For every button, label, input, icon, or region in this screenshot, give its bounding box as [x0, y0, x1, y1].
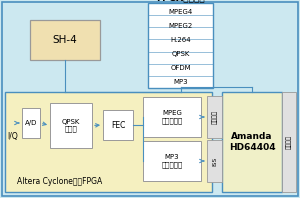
Text: QPSK
解码器: QPSK 解码器 — [62, 119, 80, 132]
Bar — [30, 20, 100, 60]
Bar — [148, 3, 213, 88]
Text: SH-4: SH-4 — [52, 35, 77, 45]
Text: QPSK: QPSK — [171, 51, 190, 57]
Text: FEC: FEC — [111, 121, 125, 129]
Bar — [103, 110, 133, 140]
Bar — [5, 92, 212, 192]
Text: FPGA助处理器: FPGA助处理器 — [156, 0, 205, 3]
Bar — [207, 140, 222, 182]
Bar — [143, 97, 201, 137]
Bar — [143, 141, 201, 181]
Text: Amanda
HD64404: Amanda HD64404 — [229, 132, 275, 152]
Text: OFDM: OFDM — [170, 65, 191, 71]
Text: MPEG4: MPEG4 — [168, 9, 193, 14]
Text: H.264: H.264 — [170, 37, 191, 43]
Text: MPEG
视频解码器: MPEG 视频解码器 — [161, 110, 183, 124]
Text: MP3
音频解码器: MP3 音频解码器 — [161, 154, 183, 168]
Bar — [282, 92, 296, 192]
Text: ISS: ISS — [212, 156, 217, 166]
Bar — [222, 92, 282, 192]
Text: 天线接口: 天线接口 — [212, 110, 217, 124]
Text: MP3: MP3 — [173, 79, 188, 85]
Bar — [207, 96, 222, 138]
Text: I/Q: I/Q — [8, 132, 18, 142]
Text: Altera Cyclone系列FPGA: Altera Cyclone系列FPGA — [17, 177, 103, 186]
Bar — [22, 108, 40, 138]
Text: MPEG2: MPEG2 — [168, 23, 193, 29]
Bar — [50, 103, 92, 148]
Text: 升天接口: 升天接口 — [286, 135, 292, 149]
Text: A/D: A/D — [25, 120, 37, 126]
